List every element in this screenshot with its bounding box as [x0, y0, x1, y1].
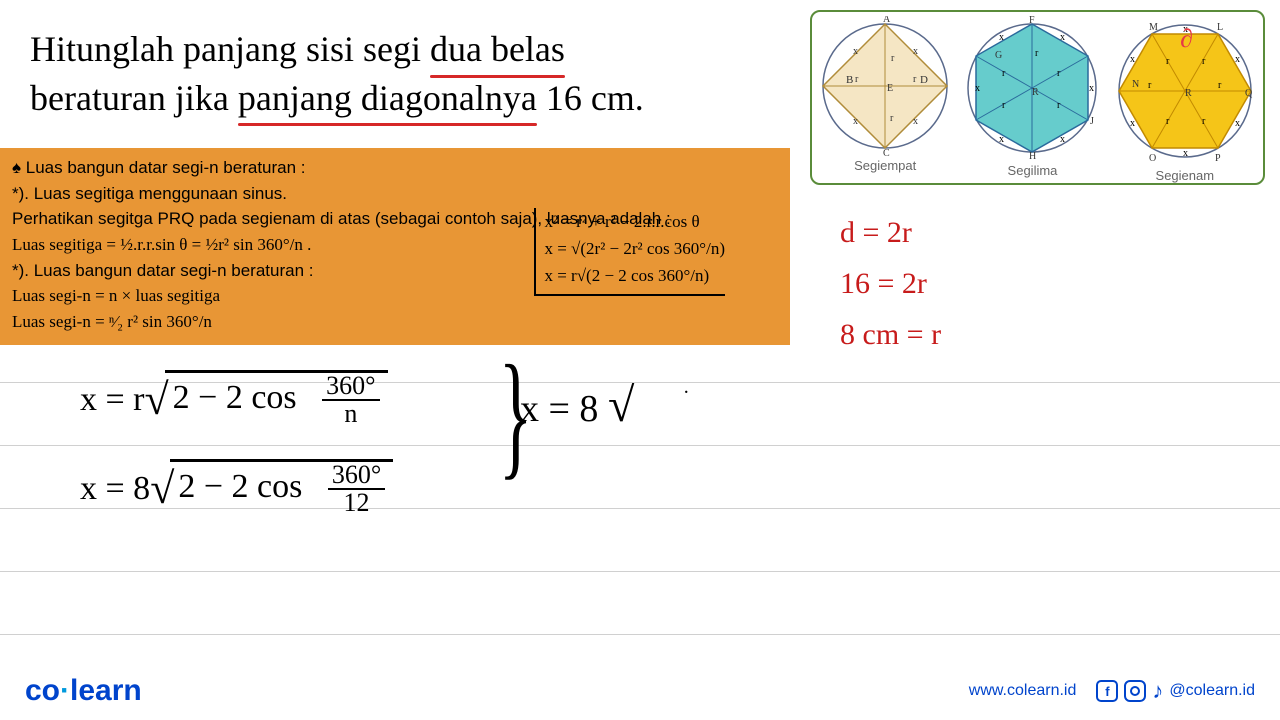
hw1-den: n [340, 401, 361, 427]
hw1-num: 360° [322, 373, 379, 401]
q-part3: 16 cm. [537, 78, 644, 118]
hw2-num: 360° [328, 462, 385, 490]
svg-text:x: x [853, 116, 858, 127]
svg-text:Q: Q [1245, 88, 1253, 99]
formula-r1: x² = r² + r² − 2.r.r.cos θ [544, 208, 725, 235]
svg-text:G: G [995, 50, 1002, 61]
svg-text:x: x [1060, 134, 1065, 145]
q-part1: Hitunglah panjang sisi segi [30, 29, 430, 69]
q-part2: beraturan jika [30, 78, 238, 118]
svg-text:R: R [1185, 88, 1192, 99]
hw-result-pre: x = 8 [520, 388, 598, 430]
svg-text:B: B [846, 74, 853, 86]
hw-red-l1: d = 2r [840, 210, 941, 255]
svg-text:x: x [975, 83, 980, 94]
svg-text:F: F [1029, 16, 1035, 26]
shape-segiempat: A B C D E r r r r x x x x Segiempat [815, 16, 955, 173]
hw1-inside: 2 − 2 cos [173, 379, 297, 416]
hw2-pre: x = 8 [80, 470, 150, 508]
svg-text:H: H [1029, 151, 1036, 161]
polygon-diagrams-panel: A B C D E r r r r x x x x Segiempat [810, 10, 1265, 185]
hw2-den: 12 [340, 490, 374, 516]
svg-text:x: x [1130, 118, 1135, 129]
label-segienam: Segienam [1156, 168, 1215, 183]
svg-text:x: x [853, 46, 858, 57]
formula-r3: x = r√(2 − 2 cos 360°/n) [544, 262, 725, 289]
svg-text:L: L [1217, 22, 1223, 33]
hw1-sqrt-content: 2 − 2 cos 360° n [165, 370, 388, 429]
svg-text:C: C [883, 148, 890, 156]
svg-text:x: x [999, 32, 1004, 43]
hw2-frac: 360° 12 [328, 462, 385, 516]
social-icons-group: f ♪ @colearn.id [1096, 678, 1255, 704]
svg-text:x: x [913, 46, 918, 57]
hw2-inside: 2 − 2 cos [178, 468, 302, 505]
formula-r2: x = √(2r² − 2r² cos 360°/n) [544, 235, 725, 262]
facebook-icon[interactable]: f [1096, 680, 1118, 702]
svg-text:R: R [1032, 87, 1039, 98]
logo-dot: · [60, 674, 70, 707]
label-segiempat: Segiempat [854, 158, 916, 173]
svg-text:x: x [1130, 54, 1135, 65]
red-annotation-icon: ∂ [1180, 24, 1193, 54]
footer-right-group: www.colearn.id f ♪ @colearn.id [969, 678, 1255, 704]
svg-text:A: A [883, 16, 891, 25]
handwriting-result: x = 8 √ . [520, 378, 649, 433]
hw1-frac: 360° n [322, 373, 379, 427]
question-text: Hitunglah panjang sisi segi dua belas be… [30, 25, 790, 122]
side-formula-group: x² = r² + r² − 2.r.r.cos θ x = √(2r² − 2… [534, 208, 725, 296]
info-line2: *). Luas segitiga menggunaan sinus. [12, 182, 778, 207]
segilima-svg: F G J H R r r r r r x x x x x x [957, 16, 1107, 161]
footer-url[interactable]: www.colearn.id [969, 682, 1077, 700]
tiktok-icon[interactable]: ♪ [1152, 678, 1163, 704]
svg-text:x: x [913, 116, 918, 127]
shape-segilima: F G J H R r r r r r x x x x x x Segilima [957, 16, 1107, 178]
svg-text:M: M [1149, 22, 1158, 33]
brand-logo: co·learn [25, 674, 142, 708]
instagram-icon[interactable] [1124, 680, 1146, 702]
hw-row1: x = r √ 2 − 2 cos 360° n [80, 370, 393, 429]
svg-text:x: x [1183, 148, 1188, 159]
handwriting-red-calc: d = 2r 16 = 2r 8 cm = r [840, 210, 941, 363]
svg-text:N: N [1132, 79, 1139, 90]
svg-text:E: E [887, 83, 893, 94]
hw-row2: x = 8 √ 2 − 2 cos 360° 12 [80, 459, 393, 518]
hw-red-l3: 8 cm = r [840, 312, 941, 357]
hw2-sqrt-content: 2 − 2 cos 360° 12 [170, 459, 393, 518]
svg-text:D: D [920, 74, 928, 86]
q-underline1: dua belas [430, 25, 565, 74]
svg-text:P: P [1215, 153, 1221, 164]
svg-text:x: x [1235, 118, 1240, 129]
segiempat-svg: A B C D E r r r r x x x x [815, 16, 955, 156]
svg-text:J: J [1090, 116, 1094, 127]
footer-bar: co·learn www.colearn.id f ♪ @colearn.id [0, 674, 1280, 708]
q-underline2: panjang diagonalnya [238, 74, 537, 123]
svg-text:x: x [999, 134, 1004, 145]
svg-text:O: O [1149, 153, 1156, 164]
svg-text:x: x [1235, 54, 1240, 65]
info-line1: ♠ Luas bangun datar segi-n beraturan : [12, 156, 778, 181]
sqrt-tail-icon: √ [608, 379, 634, 432]
footer-handle[interactable]: @colearn.id [1169, 682, 1255, 700]
handwriting-main-calc: x = r √ 2 − 2 cos 360° n x = 8 √ 2 − 2 c… [80, 370, 393, 548]
logo-b: learn [70, 674, 142, 707]
svg-text:x: x [1089, 83, 1094, 94]
label-segilima: Segilima [1008, 163, 1058, 178]
hw1-pre: x = r [80, 381, 145, 419]
hw-red-l2: 16 = 2r [840, 261, 941, 306]
svg-text:x: x [1060, 32, 1065, 43]
formula-info-box: ♠ Luas bangun datar segi-n beraturan : *… [0, 148, 790, 345]
logo-a: co [25, 674, 60, 707]
